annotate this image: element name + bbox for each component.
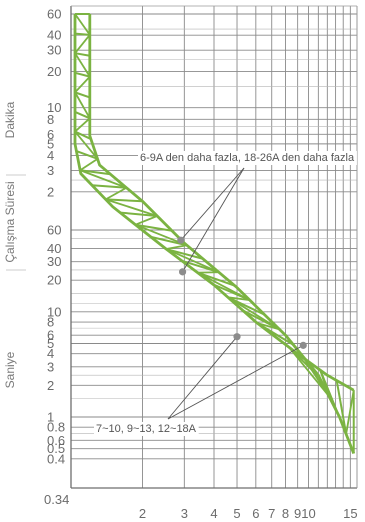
x-tick-label: 15 [343, 506, 357, 521]
y-tick-label: 60 [47, 7, 61, 22]
y-tick-label: 3 [47, 163, 54, 178]
band-rung [80, 169, 111, 176]
band-rung [74, 52, 90, 57]
y-tick-label: 20 [47, 64, 61, 79]
x-tick-label: 5 [233, 506, 240, 521]
x-tick-label: 3 [181, 506, 188, 521]
y-tick-label: 4 [47, 346, 54, 361]
x-tick-label: 9 [294, 506, 301, 521]
y-tick-label: 4 [47, 148, 54, 163]
y-tick-label: 8 [47, 112, 54, 127]
y-tick-labels: 6040302010865432604030201086543210.80.60… [44, 7, 69, 508]
band-rung [150, 235, 188, 247]
annotation-upper-1-dot [177, 236, 185, 244]
band-diagonal [74, 13, 91, 36]
x-tick-label: 4 [210, 506, 217, 521]
band-rung [76, 150, 98, 160]
band-diagonal [166, 244, 188, 250]
band-diagonal [345, 390, 355, 435]
y-tick-label: 8 [47, 315, 54, 330]
y-tick-label: 40 [47, 28, 61, 43]
y-tick-label: 6 [47, 127, 54, 142]
y-tick-label: 6 [47, 328, 54, 343]
band-diagonal [79, 158, 99, 172]
x-tick-label: 2 [139, 506, 146, 521]
band-diagonal [105, 186, 127, 201]
annotation-lower-1-leader [167, 336, 238, 420]
band-lower-curve [88, 14, 356, 455]
tripping-band [73, 13, 356, 455]
y-tick-label: 60 [47, 223, 61, 238]
y-tick-label: 0.4 [47, 451, 65, 466]
y-group-label-seconds: Saniye [3, 351, 17, 388]
band-diagonal [79, 169, 127, 189]
band-rung [242, 309, 281, 331]
band-diagonal [287, 346, 330, 397]
y-tick-label: 10 [47, 100, 61, 115]
y-tick-label: 30 [47, 254, 61, 269]
x-tick-label: 6 [252, 506, 259, 521]
band-diagonal [135, 215, 158, 226]
y-tick-label: 0.5 [47, 441, 65, 456]
x-tick-label: 10 [301, 506, 315, 521]
band-diagonal [74, 75, 91, 93]
y-tick-label: 5 [47, 336, 54, 351]
band-diagonal [74, 117, 91, 133]
band-diagonal [74, 91, 91, 119]
band-rung [105, 198, 143, 203]
annotation-label-lower: 7~10, 9~13, 12~18A [96, 423, 197, 435]
band-rung [212, 283, 251, 302]
band-diagonal [227, 296, 250, 302]
plot-frame [70, 5, 358, 489]
y-corner-label: 0.34 [44, 492, 69, 507]
band-diagonal [105, 198, 158, 217]
band-rung [165, 248, 204, 260]
band-rung [74, 71, 91, 78]
annotation-label-background [94, 422, 199, 436]
band-rung [335, 380, 348, 435]
annotation-lower-1-dot [233, 333, 241, 341]
y-tick-label: 20 [47, 273, 61, 288]
annotation-lower-2-dot [299, 341, 307, 349]
y-tick-label: 5 [47, 136, 54, 151]
y-group-labels: Dakika Çalışma Süresi Saniye [3, 101, 26, 388]
band-diagonal [257, 322, 280, 331]
y-group-label-minutes: Dakika [3, 101, 17, 138]
band-rung [120, 211, 158, 217]
band-diagonal [74, 34, 91, 54]
y-tick-label: 0.8 [47, 420, 65, 435]
annotations: 6-9A den daha fazla, 18-26A den daha faz… [94, 151, 357, 436]
grid [70, 6, 358, 488]
annotation-upper-2-dot [178, 268, 187, 276]
annotation-upper-1-leader [180, 167, 245, 241]
y-tick-label: 40 [47, 241, 61, 256]
y-tick-label: 30 [47, 43, 61, 58]
x-tick-labels: 2 3 4 5 6 7 8 9 10 15 [139, 506, 358, 521]
y-tick-label: 2 [47, 184, 54, 199]
y-tick-label: 0.6 [47, 433, 65, 448]
band-rung [74, 130, 92, 140]
band-rung [74, 111, 91, 120]
annotation-label-background [138, 151, 357, 165]
y-tick-label: 10 [47, 304, 61, 319]
y-tick-label: 1 [47, 410, 54, 425]
annotation-label-upper: 6-9A den daha fazla, 18-26A den daha faz… [140, 152, 355, 164]
x-tick-label: 7 [268, 506, 275, 521]
annotation-upper-2-leader [182, 167, 245, 273]
band-diagonal [165, 248, 220, 274]
band-upper-curve [73, 14, 355, 392]
band-rung [135, 223, 173, 232]
band-diagonal [74, 52, 91, 78]
y-tick-label: 2 [47, 378, 54, 393]
y-tick-label: 3 [47, 359, 54, 374]
band-rung [74, 32, 90, 36]
x-tick-label: 8 [282, 506, 289, 521]
band-rung [92, 184, 127, 189]
y-group-label-duration: Çalışma Süresi [3, 181, 17, 262]
band-rung [197, 271, 236, 287]
annotation-lower-2-leader [167, 344, 304, 420]
band-rung [74, 91, 91, 99]
band-diagonal [74, 130, 99, 160]
